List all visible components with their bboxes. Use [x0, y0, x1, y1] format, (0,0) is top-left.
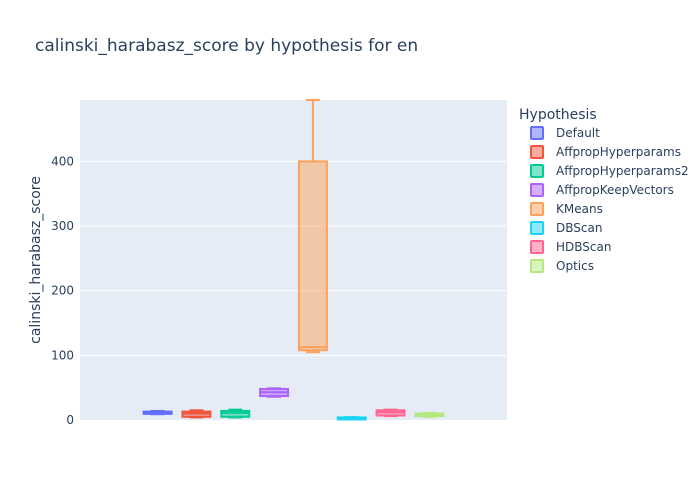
y-axis-title: calinski_harabasz_score — [28, 176, 44, 344]
y-tick-label: 400 — [51, 154, 74, 168]
y-tick-label: 200 — [51, 284, 74, 298]
box-hdbscan — [375, 408, 406, 418]
legend-swatch — [530, 259, 544, 273]
boxes — [142, 99, 445, 421]
legend-label: DBScan — [556, 221, 602, 235]
box-dbscan — [336, 416, 367, 421]
legend-item: Optics — [530, 259, 594, 273]
chart-title: calinski_harabasz_score by hypothesis fo… — [35, 36, 418, 56]
legend-item: KMeans — [530, 202, 603, 216]
legend-item: AffpropKeepVectors — [530, 183, 674, 197]
legend-item: HDBScan — [530, 240, 611, 254]
box-kmeans — [297, 99, 328, 354]
legend-label: Optics — [556, 259, 594, 273]
legend-swatch — [530, 240, 544, 254]
y-tick-label: 300 — [51, 219, 74, 233]
y-axis-ticks: 0 100 200 300 400 — [51, 154, 74, 427]
box-default — [142, 409, 173, 416]
box-affprophyperparams2 — [220, 408, 251, 419]
legend-item: AffpropHyperparams2 — [530, 164, 689, 178]
legend-swatch — [530, 145, 544, 159]
legend-label: Default — [556, 126, 600, 140]
legend-item: AffpropHyperparams — [530, 145, 681, 159]
legend-swatch — [530, 164, 544, 178]
y-tick-label: 0 — [66, 413, 74, 427]
legend-label: AffpropKeepVectors — [556, 183, 674, 197]
legend-swatch — [530, 183, 544, 197]
box-optics — [414, 411, 445, 418]
box-affpropkeepvectors — [259, 387, 290, 398]
plot-area — [80, 100, 507, 420]
legend-item: Default — [530, 126, 600, 140]
legend-label: HDBScan — [556, 240, 611, 254]
legend-swatch — [530, 126, 544, 140]
gridlines — [80, 160, 507, 356]
legend-swatch — [530, 202, 544, 216]
legend-label: AffpropHyperparams2 — [556, 164, 689, 178]
legend-label: AffpropHyperparams — [556, 145, 681, 159]
legend: Default AffpropHyperparams AffpropHyperpar… — [530, 126, 689, 273]
legend-swatch — [530, 221, 544, 235]
legend-item: DBScan — [530, 221, 602, 235]
legend-label: KMeans — [556, 202, 603, 216]
iqr-box — [297, 160, 328, 352]
legend-title: Hypothesis — [519, 107, 597, 123]
y-tick-label: 100 — [51, 348, 74, 362]
box-affprophyperparams — [181, 409, 212, 419]
